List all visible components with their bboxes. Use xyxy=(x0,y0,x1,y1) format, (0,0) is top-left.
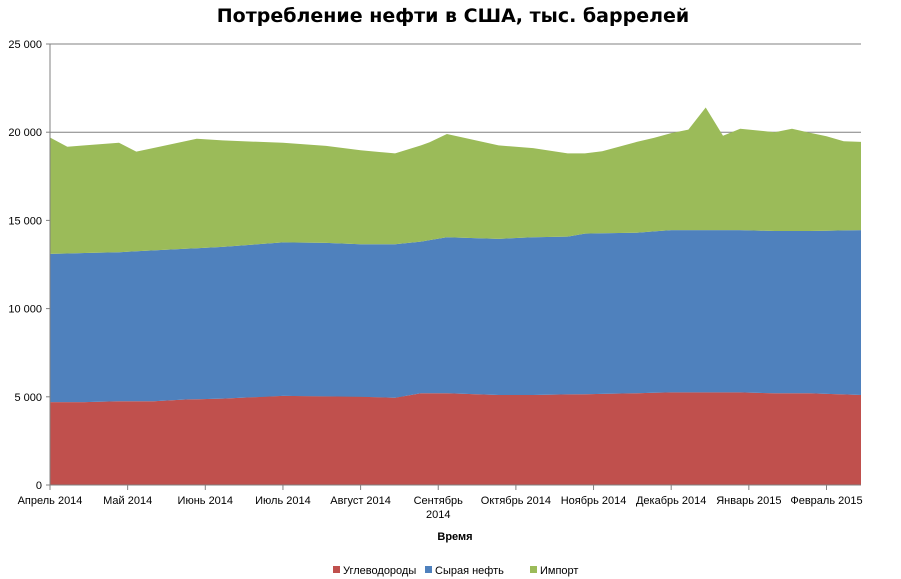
legend-swatch xyxy=(425,566,432,573)
legend-label: Импорт xyxy=(540,565,578,577)
y-tick-label: 5 000 xyxy=(14,392,42,404)
legend-item: Импорт xyxy=(530,565,578,577)
legend-item: Сырая нефть xyxy=(425,565,504,577)
area-series-3 xyxy=(50,107,861,254)
area-series-2 xyxy=(50,230,861,403)
x-tick-label: Декабрь 2014 xyxy=(636,495,706,507)
x-tick-label: Июль 2014 xyxy=(255,495,311,507)
chart-title: Потребление нефти в США, тыс. баррелей xyxy=(217,5,689,27)
x-tick-label: Август 2014 xyxy=(330,495,391,507)
axes xyxy=(49,44,861,486)
y-tick-label: 10 000 xyxy=(8,304,42,316)
y-tick-label: 25 000 xyxy=(8,39,42,51)
x-tick-label: Май 2014 xyxy=(103,495,152,507)
x-tick-label: Февраль 2015 xyxy=(790,495,862,507)
x-tick-label: Апрель 2014 xyxy=(18,495,83,507)
y-tick-label: 0 xyxy=(36,480,42,492)
x-tick-label: Ноябрь 2014 xyxy=(561,495,627,507)
area-series-1 xyxy=(50,392,861,485)
legend-label: Сырая нефть xyxy=(435,565,504,577)
stacked-areas xyxy=(50,107,861,485)
legend: Углеводороды Сырая нефть Импорт xyxy=(333,565,578,577)
x-tick-label: Сентябрь 2014 xyxy=(414,495,464,521)
y-tick-label: 15 000 xyxy=(8,215,42,227)
legend-item: Углеводороды xyxy=(333,565,416,577)
legend-swatch xyxy=(333,566,340,573)
legend-swatch xyxy=(530,566,537,573)
x-tick-label: Январь 2015 xyxy=(716,495,781,507)
x-tick-label: Июнь 2014 xyxy=(178,495,234,507)
x-axis-ticks: Апрель 2014 Май 2014 Июнь 2014 Июль 2014 Авг… xyxy=(18,485,863,521)
x-tick-label: Октябрь 2014 xyxy=(481,495,551,507)
x-axis-label: Время xyxy=(437,531,472,543)
y-tick-label: 20 000 xyxy=(8,127,42,139)
y-axis-ticks: 0 5 000 10 000 15 000 20 000 25 000 xyxy=(8,39,50,492)
legend-label: Углеводороды xyxy=(343,565,416,577)
